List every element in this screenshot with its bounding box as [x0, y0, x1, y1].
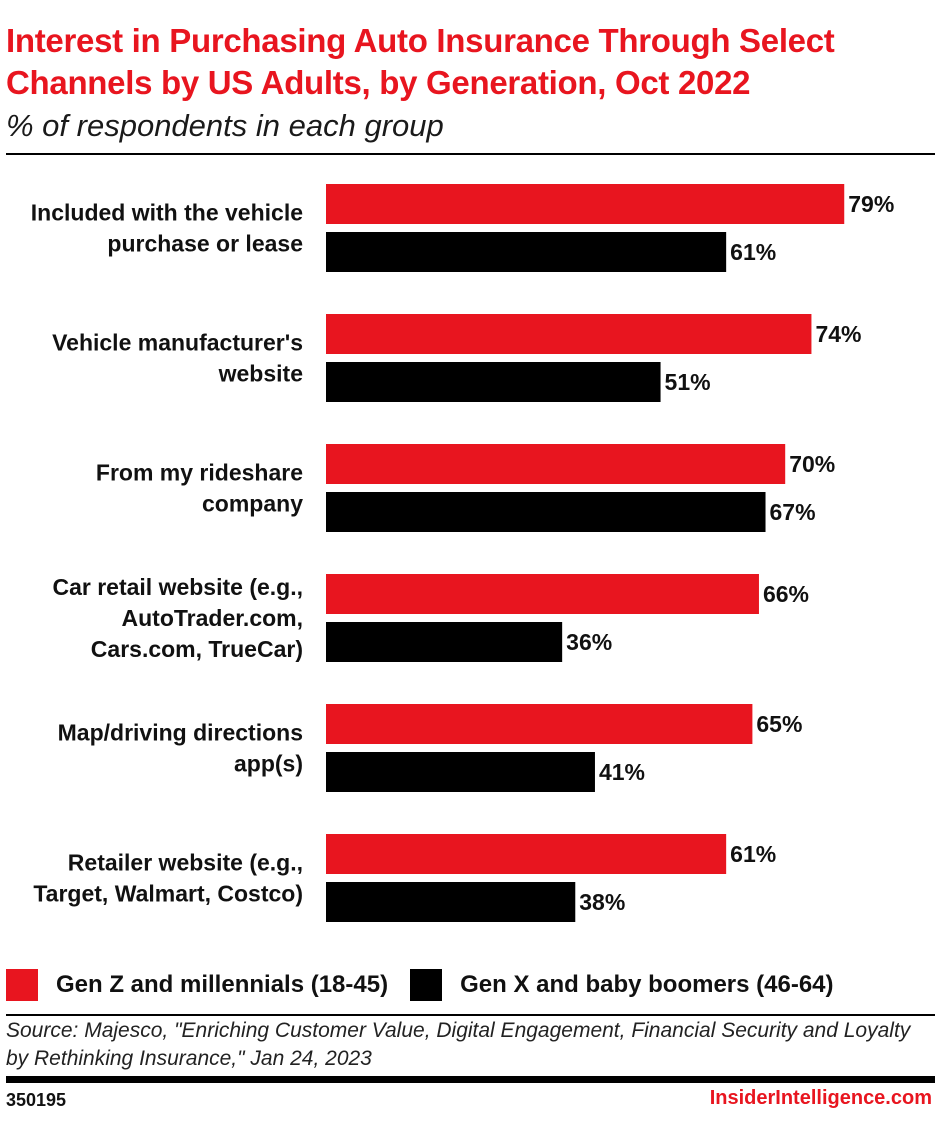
data-label-series-1: 79%	[848, 191, 894, 217]
category-label-line: app(s)	[234, 751, 303, 777]
category-label: Car retail website (e.g., AutoTrader.com,…	[52, 574, 303, 662]
bar-series-1	[326, 314, 812, 354]
source-note: Source: Majesco, "Enriching Customer Val…	[6, 1019, 911, 1070]
data-label-series-1: 61%	[730, 841, 776, 867]
data-label-series-1: 66%	[763, 581, 809, 607]
category-label: Included with the vehicle purchase or lea…	[31, 200, 303, 257]
category-label-line: Car retail website (e.g.,	[52, 574, 303, 600]
legend-swatch-series-2	[410, 969, 443, 1001]
category-label: From my rideshare company	[96, 460, 303, 517]
data-label-series-2: 38%	[579, 889, 625, 915]
bar-series-2	[326, 622, 563, 662]
data-label-series-2: 41%	[599, 759, 645, 785]
category-label-line: Target, Walmart, Costco)	[33, 881, 303, 907]
data-label-series-2: 67%	[770, 499, 816, 525]
legend-item-series-1: Gen Z and millennials (18-45)	[6, 969, 388, 1001]
category-label-line: Map/driving directions	[58, 720, 303, 746]
bar-series-1	[326, 184, 845, 224]
legend-item-series-2: Gen X and baby boomers (46-64)	[410, 969, 834, 1001]
data-label-series-2: 51%	[665, 369, 711, 395]
chart-title: Interest in Purchasing Auto Insurance Th…	[6, 22, 835, 101]
category-label-line: company	[202, 491, 303, 517]
category-label-line: From my rideshare	[96, 460, 303, 486]
category-label: Retailer website (e.g., Target, Walmart, …	[33, 850, 303, 907]
data-label-series-2: 61%	[730, 239, 776, 265]
chart-id: 350195	[6, 1090, 67, 1110]
category-label: Vehicle manufacturer's website	[52, 330, 303, 387]
category-label-line: Included with the vehicle	[31, 200, 303, 226]
top-divider	[6, 153, 935, 155]
bar-chart: Included with the vehicle purchase or lea…	[31, 184, 894, 922]
bar-series-2	[326, 232, 727, 272]
legend-swatch-series-1	[6, 969, 38, 1001]
chart-subtitle: % of respondents in each group	[6, 108, 444, 143]
bar-series-1	[326, 574, 759, 614]
footer-divider	[6, 1076, 935, 1083]
brand-link[interactable]: InsiderIntelligence.com	[709, 1087, 932, 1109]
category-label-line: Retailer website (e.g.,	[68, 850, 303, 876]
category-label-line: Cars.com, TrueCar)	[91, 636, 303, 662]
data-label-series-1: 70%	[789, 451, 835, 477]
bar-series-2	[326, 752, 595, 792]
data-label-series-2: 36%	[566, 629, 612, 655]
bar-series-1	[326, 704, 753, 744]
bar-series-2	[326, 492, 766, 532]
category-label-line: purchase or lease	[107, 231, 303, 257]
source-divider	[6, 1014, 935, 1016]
data-label-series-1: 65%	[756, 711, 802, 737]
category-label: Map/driving directions app(s)	[58, 720, 303, 777]
category-label-line: AutoTrader.com,	[122, 605, 303, 631]
category-label-line: Vehicle manufacturer's	[52, 330, 303, 356]
data-label-series-1: 74%	[815, 321, 861, 347]
bar-series-1	[326, 444, 786, 484]
bar-series-2	[326, 362, 661, 402]
legend-label-series-2: Gen X and baby boomers (46-64)	[460, 971, 834, 998]
bar-series-2	[326, 882, 576, 922]
legend: Gen Z and millennials (18-45) Gen X and …	[6, 968, 856, 1002]
legend-label-series-1: Gen Z and millennials (18-45)	[56, 971, 389, 998]
bar-series-1	[326, 834, 727, 874]
category-label-line: website	[218, 361, 303, 387]
